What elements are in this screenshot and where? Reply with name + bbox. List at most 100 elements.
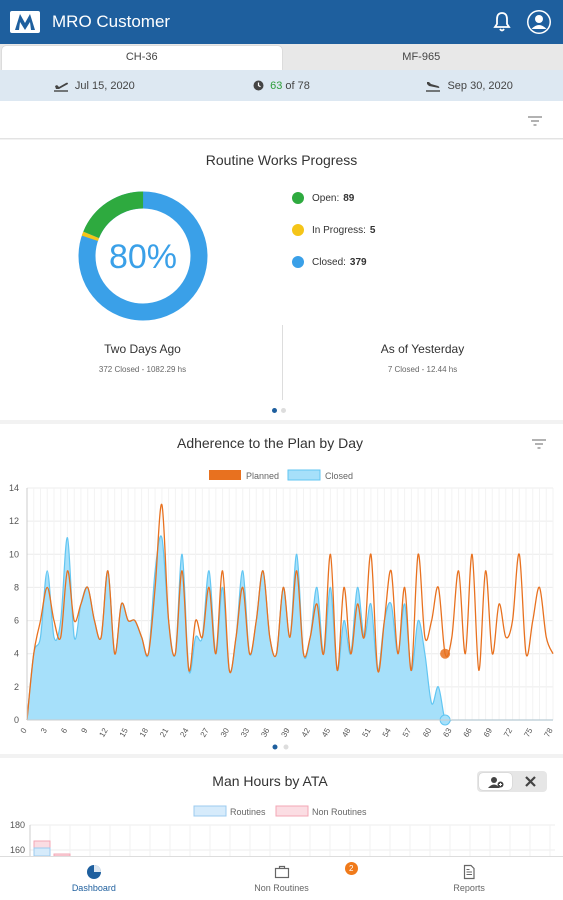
- closed-dot-icon: [292, 256, 304, 268]
- donut-percent: 80%: [109, 238, 177, 276]
- planned-legend-swatch: [209, 470, 241, 480]
- clock-icon: [253, 80, 264, 91]
- account-icon[interactable]: [526, 9, 552, 35]
- x-tick-label: 51: [360, 726, 373, 739]
- routines-bar: [33, 847, 51, 856]
- x-tick-label: 63: [441, 726, 454, 739]
- x-tick-label: 72: [502, 726, 515, 739]
- report-document-icon: [464, 864, 475, 880]
- yesterday-detail: 7 Closed - 12.44 hs: [387, 365, 458, 374]
- x-tick-label: 18: [138, 726, 151, 739]
- two-days-ago-heading: Two Days Ago: [104, 342, 181, 356]
- routine-pager[interactable]: [272, 408, 286, 413]
- x-tick-label: 45: [320, 726, 333, 739]
- y-tick-label: 4: [14, 649, 19, 659]
- toggle-by-tools[interactable]: [514, 771, 547, 792]
- x-tick-label: 69: [482, 726, 495, 739]
- y-tick-label: 2: [14, 682, 19, 692]
- start-date-text: Jul 15, 2020: [74, 79, 135, 92]
- y-tick-label: 14: [9, 483, 19, 493]
- y-tick-label: 10: [9, 549, 19, 559]
- non-routines-legend-swatch: [275, 805, 309, 817]
- adherence-pager-dot-active: [272, 744, 278, 750]
- x-tick-label: 57: [401, 726, 414, 739]
- x-tick-label: 3: [39, 726, 49, 735]
- planned-hover-marker: [440, 648, 451, 659]
- x-tick-label: 27: [199, 726, 212, 739]
- x-tick-label: 15: [118, 726, 131, 739]
- start-date: Jul 15, 2020: [0, 80, 188, 92]
- routine-works-title: Routine Works Progress: [205, 152, 358, 168]
- x-tick-label: 30: [219, 726, 232, 739]
- x-tick-label: 66: [462, 726, 475, 739]
- tab-ch-36[interactable]: CH-36: [2, 46, 282, 70]
- planned-series-line: [26, 503, 554, 721]
- man-hours-ytick-180: 180: [10, 820, 25, 830]
- tab-mf-965[interactable]: MF-965: [402, 51, 441, 63]
- adherence-chart: Adherence to the Plan by Day Planned Clo…: [9, 435, 555, 750]
- legend-open: Open: 89: [292, 192, 354, 204]
- tools-icon: [525, 776, 536, 787]
- nav-reports[interactable]: Reports: [375, 857, 563, 900]
- end-date-text: Sep 30, 2020: [447, 79, 513, 92]
- legend-in-progress: In Progress: 5: [292, 224, 375, 236]
- x-tick-label: 39: [279, 726, 292, 739]
- non-routines-legend-label: Non Routines: [312, 807, 367, 817]
- summary-divider: [282, 325, 283, 400]
- x-tick-label: 48: [340, 726, 353, 739]
- x-tick-label: 6: [59, 726, 69, 735]
- end-date: Sep 30, 2020: [375, 80, 563, 92]
- people-icon: [487, 776, 503, 788]
- two-days-ago-detail: 372 Closed - 1082.29 hs: [98, 365, 187, 374]
- y-tick-label: 12: [9, 516, 19, 526]
- y-tick-label: 8: [14, 582, 19, 592]
- x-tick-label: 78: [542, 726, 555, 739]
- routines-legend-label: Routines: [230, 807, 266, 817]
- adherence-filter-icon[interactable]: [532, 439, 546, 449]
- app-logo-icon: [10, 11, 40, 33]
- x-tick-label: 75: [522, 726, 535, 739]
- man-hours-ytick-160: 160: [10, 845, 25, 855]
- x-tick-label: 42: [300, 726, 313, 739]
- nav-non-routines[interactable]: 2 Non Routines: [188, 857, 376, 900]
- task-progress: 63 of 78: [188, 80, 376, 92]
- donut-slice-in-progress: [78, 191, 208, 321]
- x-tick-label: 60: [421, 726, 434, 739]
- x-tick-label: 9: [79, 726, 89, 735]
- x-tick-label: 36: [259, 726, 272, 739]
- planned-legend-label: Planned: [246, 471, 279, 481]
- filter-row: [0, 101, 563, 139]
- briefcase-icon: [274, 865, 289, 879]
- x-tick-label: 21: [158, 726, 171, 739]
- closed-legend-label: Closed: [325, 471, 353, 481]
- x-tick-label: 33: [239, 726, 252, 739]
- takeoff-icon: [53, 82, 68, 92]
- in-progress-dot-icon: [292, 224, 304, 236]
- y-tick-label: 0: [14, 715, 19, 725]
- x-tick-label: 0: [19, 726, 29, 735]
- y-tick-label: 6: [14, 616, 19, 626]
- routines-legend-swatch: [193, 805, 227, 817]
- notifications-icon[interactable]: [490, 10, 514, 34]
- man-hours-chart: Routines Non Routines 180 160: [10, 805, 555, 856]
- adherence-title: Adherence to the Plan by Day: [177, 435, 363, 451]
- dashboard-icon: [86, 865, 101, 879]
- x-tick-label: 12: [97, 726, 110, 739]
- check-info-bar: Jul 15, 2020 63 of 78 Sep 30, 2020: [0, 70, 563, 101]
- nav-dashboard[interactable]: Dashboard: [0, 857, 188, 900]
- x-tick-label: 54: [381, 726, 394, 739]
- landing-icon: [426, 81, 441, 92]
- man-hours-toggle[interactable]: [477, 771, 547, 792]
- non-routines-badge: 2: [344, 862, 358, 875]
- toggle-by-people[interactable]: [479, 773, 512, 790]
- routine-donut-chart: 80%: [78, 191, 208, 321]
- app-bar: MRO Customer: [0, 0, 563, 44]
- progress-of: of 78: [285, 79, 310, 92]
- yesterday-heading: As of Yesterday: [380, 342, 465, 356]
- progress-done: 63: [270, 79, 283, 92]
- filter-icon[interactable]: [527, 115, 543, 127]
- closed-legend-swatch: [287, 469, 321, 481]
- man-hours-title: Man Hours by ATA: [212, 773, 328, 789]
- bottom-navigation: Dashboard 2 Non Routines Reports: [0, 856, 563, 900]
- adherence-pager-dot: [283, 744, 289, 750]
